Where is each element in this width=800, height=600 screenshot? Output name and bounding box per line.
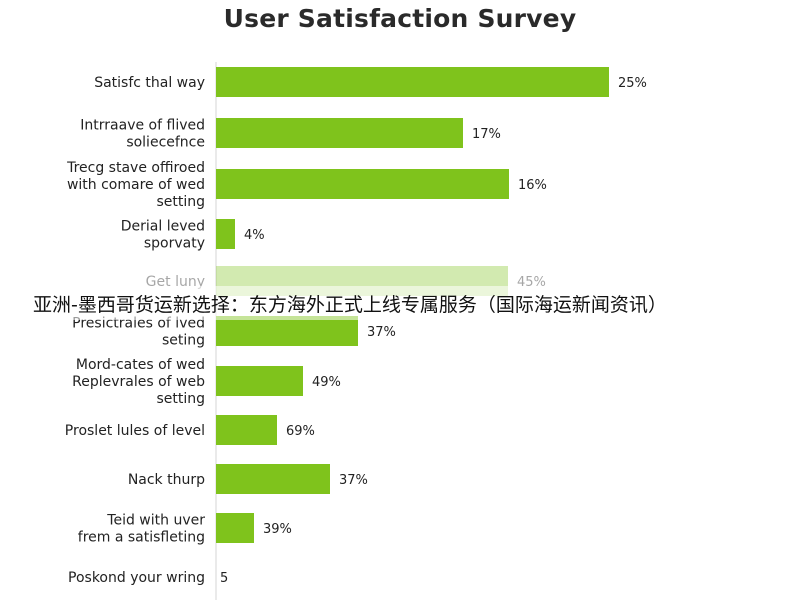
value-label-2: 16% (518, 178, 547, 193)
overlay-headline: 亚洲-墨西哥货运新选择：东方海外正式上线专属服务（国际海运新闻资讯） (33, 294, 667, 316)
value-label-7: 69% (286, 424, 315, 439)
category-label-6: Mord-cates of wed Replevrales of web setti… (72, 357, 205, 407)
bar-3 (216, 219, 235, 249)
value-label-10: 5 (220, 571, 228, 586)
bar-5 (216, 316, 358, 346)
bar-6 (216, 366, 303, 396)
bar-7 (216, 415, 277, 445)
value-label-9: 39% (263, 522, 292, 537)
bar-2 (216, 169, 509, 199)
overlay-banner (0, 286, 800, 320)
category-label-1: Intrraave of flived soliecefnce (80, 118, 205, 151)
value-label-5: 37% (367, 325, 396, 340)
value-label-6: 49% (312, 375, 341, 390)
category-label-2: Trecg stave offiroed with comare of wed se… (66, 160, 205, 210)
category-label-0: Satisfc thal way (94, 75, 205, 91)
category-label-5: Presictrales of lved seting (72, 316, 205, 349)
category-label-10: Poskond your wring (68, 570, 205, 586)
bar-9 (216, 513, 254, 543)
bar-0 (216, 67, 609, 97)
category-label-9: Teid with uver frem a satisfleting (78, 513, 205, 546)
value-label-8: 37% (339, 473, 368, 488)
category-label-8: Nack thurp (128, 472, 205, 488)
bar-8 (216, 464, 330, 494)
value-label-3: 4% (244, 228, 265, 243)
category-label-3: Derial leved sporvaty (121, 219, 205, 252)
value-label-0: 25% (618, 76, 647, 91)
chart-title: User Satisfaction Survey (223, 4, 577, 33)
category-label-7: Proslet lules of level (65, 423, 205, 439)
bar-1 (216, 118, 463, 148)
value-label-1: 17% (472, 127, 501, 142)
